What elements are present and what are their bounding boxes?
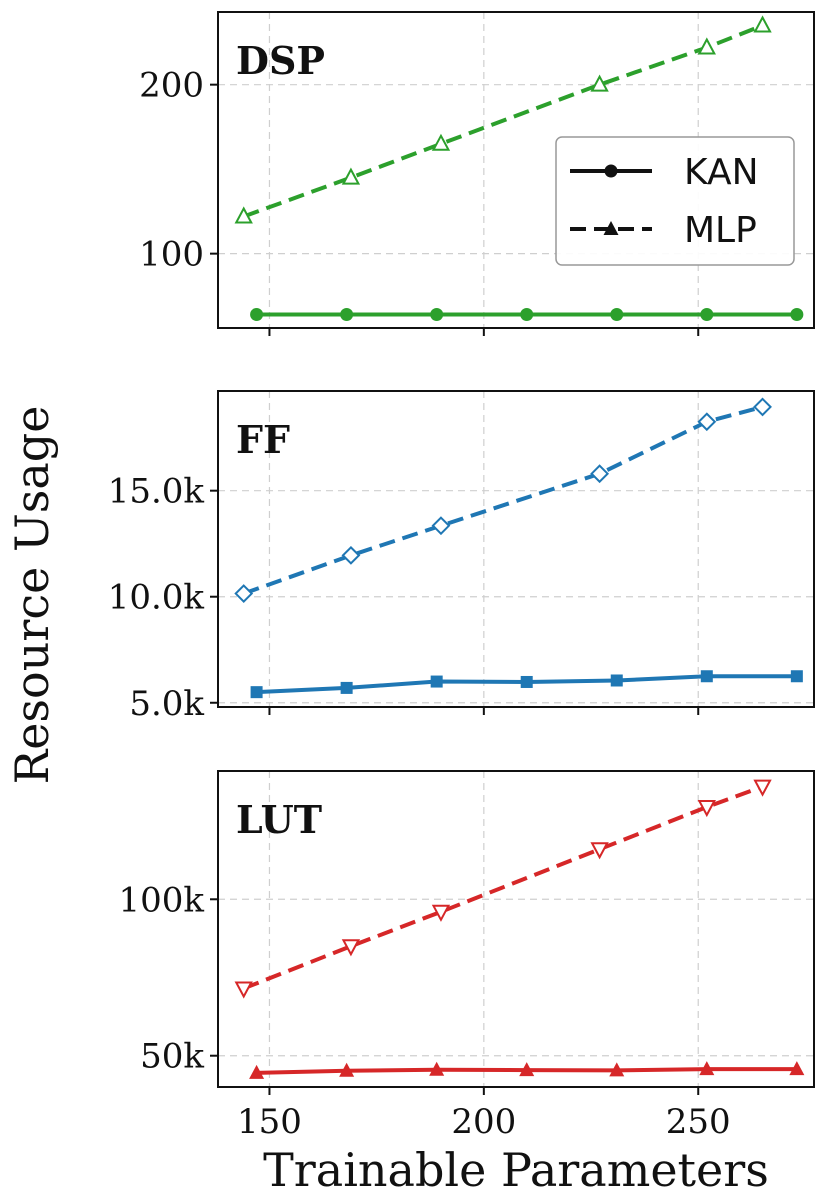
y-tick-label: 5.0k [129, 684, 204, 724]
y-tick-label: 200 [139, 66, 204, 106]
data-point-mlp [234, 206, 253, 224]
y-axis-title: Resource Usage [5, 406, 59, 785]
data-point-kan [430, 675, 443, 688]
data-point-kan [609, 1062, 625, 1077]
panel-lut: 50k 100k 150 200 250 LUT [119, 770, 815, 1142]
data-point-mlp [697, 799, 716, 818]
x-tick-label: 250 [666, 1102, 731, 1142]
data-point-kan [430, 307, 444, 321]
data-point-mlp [590, 74, 609, 92]
data-point-kan [610, 674, 623, 687]
data-point-kan [790, 307, 804, 321]
data-point-mlp [234, 584, 254, 603]
chart-panels: 100 200 DSP KAN MLP 5.0k 10.0k 15.0k FF 50k 100k 15… [108, 11, 815, 1142]
data-point-kan [250, 686, 263, 699]
series-line-mlp [243, 23, 764, 219]
y-tick-label: 100k [119, 880, 205, 920]
panel-label: DSP [236, 38, 325, 83]
data-point-mlp [341, 939, 361, 957]
panel-dsp: 100 200 DSP KAN MLP [139, 11, 815, 336]
legend-marker-kan [604, 164, 618, 178]
x-tick-label: 150 [237, 1102, 302, 1142]
data-point-kan [520, 675, 533, 688]
legend-marker-mlp [603, 221, 619, 235]
data-point-mlp [753, 779, 772, 797]
series-line-mlp [243, 404, 764, 596]
data-point-kan [249, 1064, 265, 1079]
data-point-kan [790, 670, 803, 683]
y-tick-label: 10.0k [108, 578, 205, 618]
x-tick-label: 200 [451, 1102, 516, 1142]
data-point-kan [429, 1061, 445, 1076]
data-point-kan [340, 681, 353, 694]
data-point-mlp [753, 397, 772, 417]
data-point-mlp [341, 167, 361, 185]
y-tick-label: 100 [139, 235, 204, 275]
data-point-kan [700, 307, 714, 321]
legend-label-kan: KAN [684, 152, 759, 193]
plot-frame [217, 770, 815, 1088]
legend-label-mlp: MLP [684, 210, 757, 251]
plot-frame [217, 390, 815, 708]
data-point-kan [789, 1061, 805, 1076]
y-tick-label: 15.0k [108, 472, 205, 512]
data-point-mlp [697, 37, 716, 55]
panel-label: FF [236, 417, 290, 462]
data-point-kan [519, 1062, 535, 1077]
data-point-mlp [753, 15, 772, 33]
data-point-kan [339, 1062, 355, 1077]
data-point-mlp [234, 981, 253, 999]
data-point-kan [520, 307, 534, 321]
data-point-kan [340, 307, 354, 321]
data-point-kan [250, 307, 264, 321]
data-point-mlp [431, 904, 451, 922]
data-point-mlp [590, 842, 609, 860]
data-point-mlp [590, 464, 610, 484]
data-point-mlp [341, 545, 361, 565]
y-tick-label: 50k [140, 1037, 204, 1077]
legend: KAN MLP [555, 136, 795, 266]
data-point-mlp [431, 516, 451, 536]
series-line-mlp [242, 784, 764, 991]
data-point-mlp [697, 412, 717, 432]
panel-label: LUT [236, 797, 322, 842]
data-point-kan [610, 307, 624, 321]
data-point-kan [699, 1061, 715, 1076]
plot-frame [217, 11, 815, 329]
data-point-kan [700, 670, 713, 683]
x-axis-title: Trainable Parameters [263, 1143, 769, 1196]
data-point-mlp [431, 133, 451, 151]
panel-ff: 5.0k 10.0k 15.0k FF [108, 390, 815, 724]
